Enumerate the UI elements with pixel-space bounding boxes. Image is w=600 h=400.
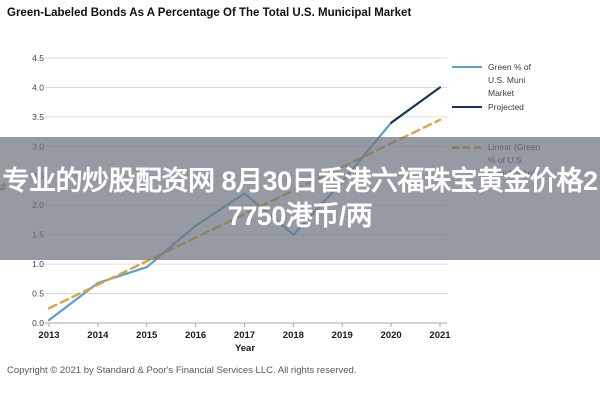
x-tick-label: 2021 — [429, 330, 451, 341]
y-tick-label: 4.0 — [32, 82, 44, 92]
legend-label-line: Green % of — [488, 62, 531, 72]
overlay-banner: 专业的炒股配资网 8月30日香港六福珠宝黄金价格2 7750港币/两 — [0, 137, 600, 260]
overlay-text-line2: 7750港币/两 — [227, 200, 373, 231]
y-tick-label: 0.5 — [32, 289, 44, 299]
y-tick-label: 3.5 — [32, 112, 44, 122]
legend-entry: Green % of U.S. Muni Market — [452, 61, 572, 100]
x-tick-label: 2020 — [381, 330, 402, 341]
copyright-notice: Copyright © 2021 by Standard & Poor's Fi… — [7, 365, 357, 376]
x-tick-label: 2017 — [234, 330, 255, 341]
line-swatch-icon — [452, 66, 482, 68]
x-tick-label: 2015 — [136, 330, 158, 341]
line-swatch-icon — [452, 106, 482, 108]
legend-label: Projected — [488, 101, 524, 114]
x-tick-label: 2018 — [283, 330, 304, 341]
legend-label: Green % of U.S. Muni Market — [488, 61, 531, 100]
x-axis-title: Year — [234, 343, 256, 354]
y-tick-label: 4.5 — [32, 53, 44, 63]
x-tick-label: 2016 — [185, 330, 206, 341]
y-tick-label: 1.0 — [32, 259, 44, 269]
chart-title: Green-Labeled Bonds As A Percentage Of T… — [7, 7, 412, 19]
legend-entry: Projected — [452, 101, 572, 114]
x-tick-label: 2013 — [38, 330, 59, 341]
y-tick-label: 0.0 — [32, 318, 44, 328]
x-tick-label: 2014 — [87, 330, 109, 341]
legend-label-line: Projected — [488, 102, 524, 112]
series-line-projected — [390, 86, 442, 124]
legend-label-line: U.S. Muni — [488, 75, 526, 85]
x-tick-label: 2019 — [332, 330, 353, 341]
overlay-text-line1: 专业的炒股配资网 8月30日香港六福珠宝黄金价格2 — [2, 165, 598, 196]
legend-label-line: Market — [488, 88, 514, 98]
